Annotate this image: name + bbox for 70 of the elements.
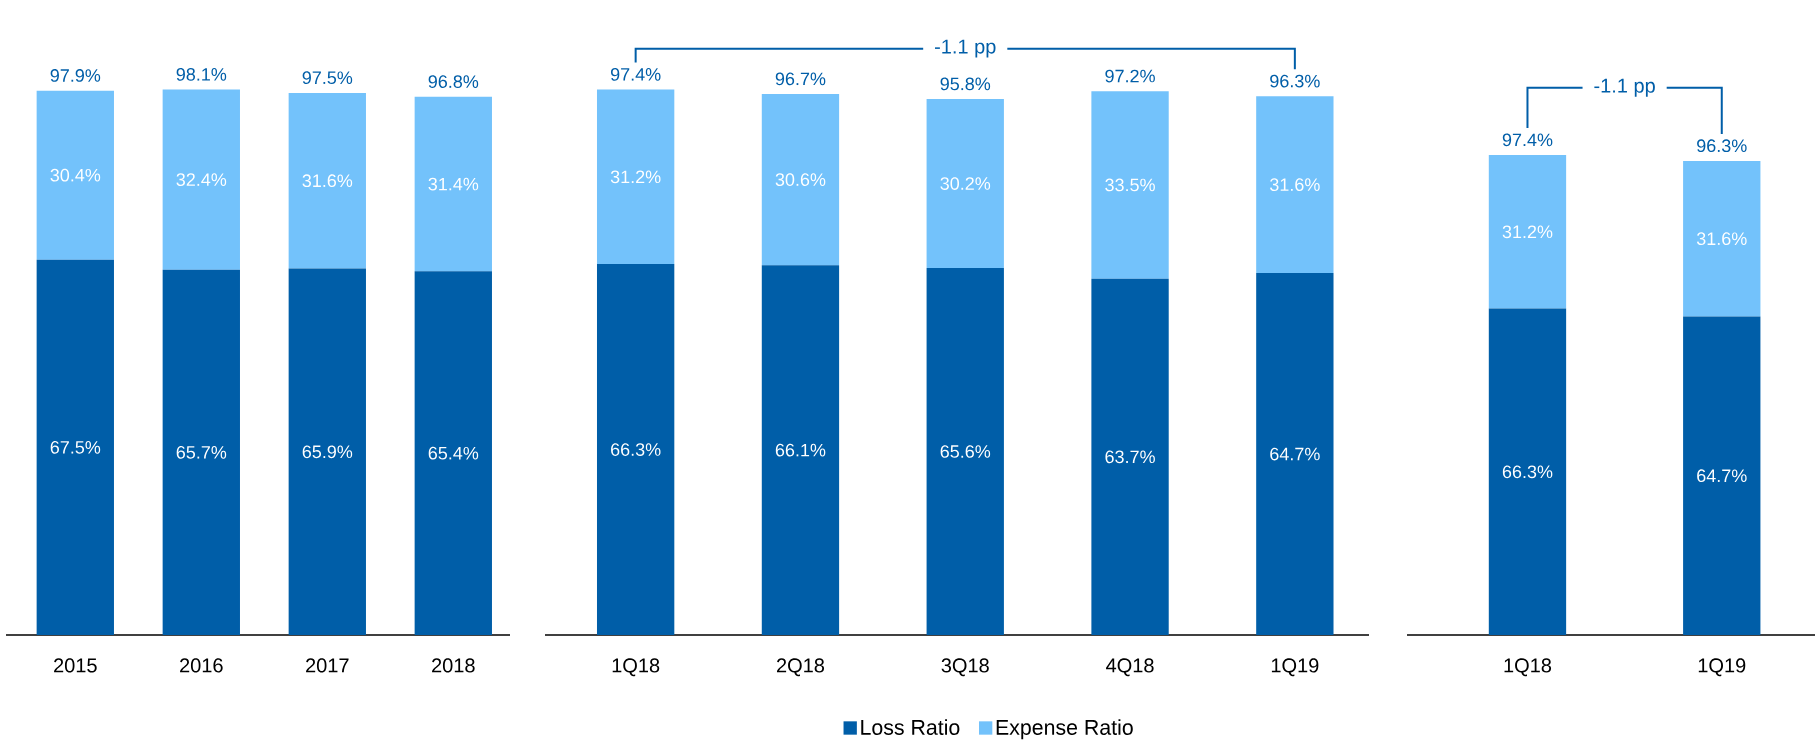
x-tick-label: 1Q18 [1504, 658, 1552, 677]
x-tick-label: 1Q19 [1698, 658, 1746, 677]
bar [288, 92, 366, 269]
data-label: 30.4% [50, 168, 101, 182]
total-label: 97.4% [610, 68, 661, 81]
bar [1091, 91, 1169, 279]
data-label: 63.7% [1105, 450, 1155, 464]
data-label: 65.9% [302, 445, 353, 459]
bar [414, 96, 492, 272]
x-tick-label: 2018 [432, 658, 475, 673]
bar [162, 269, 240, 635]
data-label: 66.3% [1502, 465, 1553, 479]
bar [1488, 308, 1567, 635]
total-label: 97.5% [302, 71, 353, 85]
bar [926, 99, 1004, 268]
data-label: 31.6% [302, 174, 353, 188]
bar [761, 265, 840, 635]
data-label: 31.2% [1502, 225, 1553, 239]
bar [1091, 278, 1169, 635]
bar [1683, 160, 1761, 317]
total-label: 96.3% [1697, 139, 1747, 153]
data-label: 32.4% [176, 173, 227, 186]
bar [761, 94, 840, 266]
legend-label: Expense Ratio [996, 719, 1133, 740]
total-label: 95.8% [940, 77, 991, 91]
data-label: 30.6% [775, 173, 826, 186]
data-label: 66.1% [775, 443, 826, 457]
bar [596, 264, 675, 635]
x-tick-label: 1Q18 [612, 658, 660, 677]
bar [1683, 316, 1761, 635]
data-label: 65.7% [176, 445, 227, 459]
bar [414, 271, 492, 635]
legend-label: Loss Ratio [861, 719, 960, 735]
data-label: 30.2% [940, 177, 991, 190]
data-label: 31.6% [1696, 232, 1747, 246]
x-tick-label: 2Q18 [776, 658, 825, 677]
x-tick-label: 2015 [54, 658, 97, 673]
data-label: 64.7% [1697, 469, 1747, 483]
data-label: 64.7% [1270, 447, 1320, 461]
bar [36, 259, 114, 635]
data-label: 65.4% [428, 446, 479, 460]
data-label: 31.2% [610, 170, 661, 184]
text: -1.1 pp [935, 39, 996, 58]
bar [596, 89, 675, 265]
data-label: 67.5% [50, 440, 101, 454]
total-label: 97.4% [1502, 133, 1553, 147]
total-label: 96.8% [428, 75, 479, 88]
data-label: 65.6% [940, 445, 991, 458]
data-label: 33.5% [1105, 178, 1155, 192]
bar [1256, 96, 1334, 274]
bar [926, 268, 1004, 635]
x-tick-label: 1Q19 [1271, 658, 1319, 677]
x-tick-label: 3Q18 [941, 658, 989, 677]
bar [36, 90, 114, 260]
total-label: 98.1% [176, 68, 227, 81]
data-label: 31.4% [428, 177, 479, 191]
total-label: 97.2% [1105, 69, 1155, 83]
bar [288, 268, 366, 635]
x-tick-label: 4Q18 [1106, 658, 1154, 677]
bar [1256, 273, 1334, 635]
bar [162, 89, 240, 270]
x-tick-label: 2017 [306, 658, 349, 673]
data-label: 31.6% [1270, 178, 1320, 192]
data-label: 66.3% [611, 443, 661, 456]
total-label: 96.3% [1270, 74, 1320, 88]
x-tick-label: 2016 [180, 658, 223, 673]
text: -1.1 pp [1594, 78, 1655, 97]
total-label: 97.9% [50, 69, 101, 82]
bar [1488, 155, 1567, 309]
total-label: 96.7% [775, 72, 826, 86]
